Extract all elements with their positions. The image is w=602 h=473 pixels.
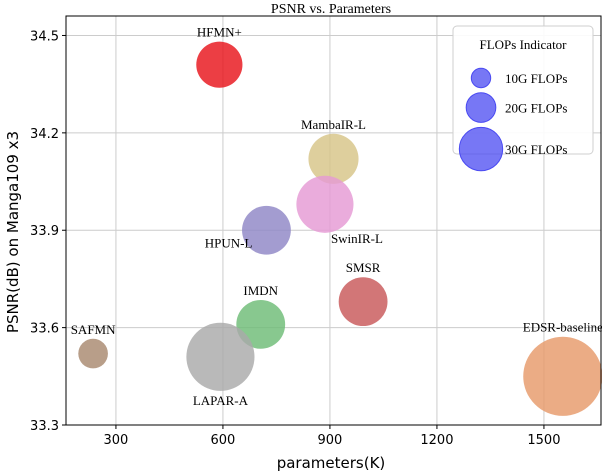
legend-entry-label: 20G FLOPs — [505, 101, 568, 116]
label-edsr-baseline: EDSR-baseline — [523, 320, 602, 335]
legend-marker — [458, 126, 504, 172]
y-tick-label: 34.5 — [30, 29, 59, 44]
bubble-smsr — [338, 277, 388, 327]
plot-frame — [65, 15, 602, 426]
label-hfmn-: HFMN+ — [197, 25, 242, 40]
legend: FLOPs Indicator 10G FLOPs 20G FLOPs 30G FLO… — [452, 25, 594, 172]
y-tick-label: 33.9 — [30, 224, 59, 239]
x-tick-label: 1500 — [527, 433, 560, 448]
bubble-edsr-baseline — [523, 336, 602, 416]
y-tick-label: 33.3 — [30, 419, 59, 434]
chart-title: PSNR vs. Parameters — [271, 2, 391, 17]
legend-entry-label: 30G FLOPs — [505, 142, 568, 157]
x-tick-label: 1200 — [420, 433, 453, 448]
label-imdn: IMDN — [243, 283, 278, 298]
legend-title: FLOPs Indicator — [479, 37, 567, 52]
legend-box — [452, 25, 594, 155]
label-hpun-l: HPUN-L — [205, 236, 253, 251]
x-tick-label: 600 — [211, 433, 236, 448]
y-axis-title: PSNR(dB) on Manga109 x3 — [4, 131, 22, 333]
label-swinir-l: SwinIR-L — [331, 231, 383, 246]
legend-entry-label: 10G FLOPs — [505, 71, 568, 86]
x-axis-title: parameters(K) — [277, 454, 386, 472]
x-tick-label: 300 — [104, 433, 129, 448]
label-mambair-l: MambaIR-L — [301, 117, 366, 132]
bubble-safmn — [78, 338, 108, 369]
label-smsr: SMSR — [346, 260, 381, 275]
y-tick-label: 34.2 — [30, 127, 59, 142]
bubble-swinir-l — [296, 175, 354, 233]
label-safmn: SAFMN — [71, 322, 116, 337]
bubble-mambair-l — [308, 133, 359, 184]
legend-marker — [470, 67, 492, 89]
point-label-layer: HFMN+ MambaIR-L SwinIR-L HPUN-L SMSR IMDN SAFM… — [71, 25, 602, 408]
x-tick-label: 900 — [318, 433, 343, 448]
bubble-layer — [78, 41, 602, 416]
bubble-hpun-l — [242, 205, 291, 255]
label-lapar-a: LAPAR-A — [193, 393, 249, 408]
y-tick-label: 33.6 — [30, 322, 59, 337]
tick-layer: 300 600 900 1200 1500 33.3 33.6 33.9 34.2 34.5 — [30, 29, 560, 448]
legend-marker — [465, 92, 497, 123]
bubble-hfmn- — [196, 41, 243, 88]
bubble-imdn — [236, 299, 286, 349]
bubble-lapar-a — [186, 322, 255, 391]
